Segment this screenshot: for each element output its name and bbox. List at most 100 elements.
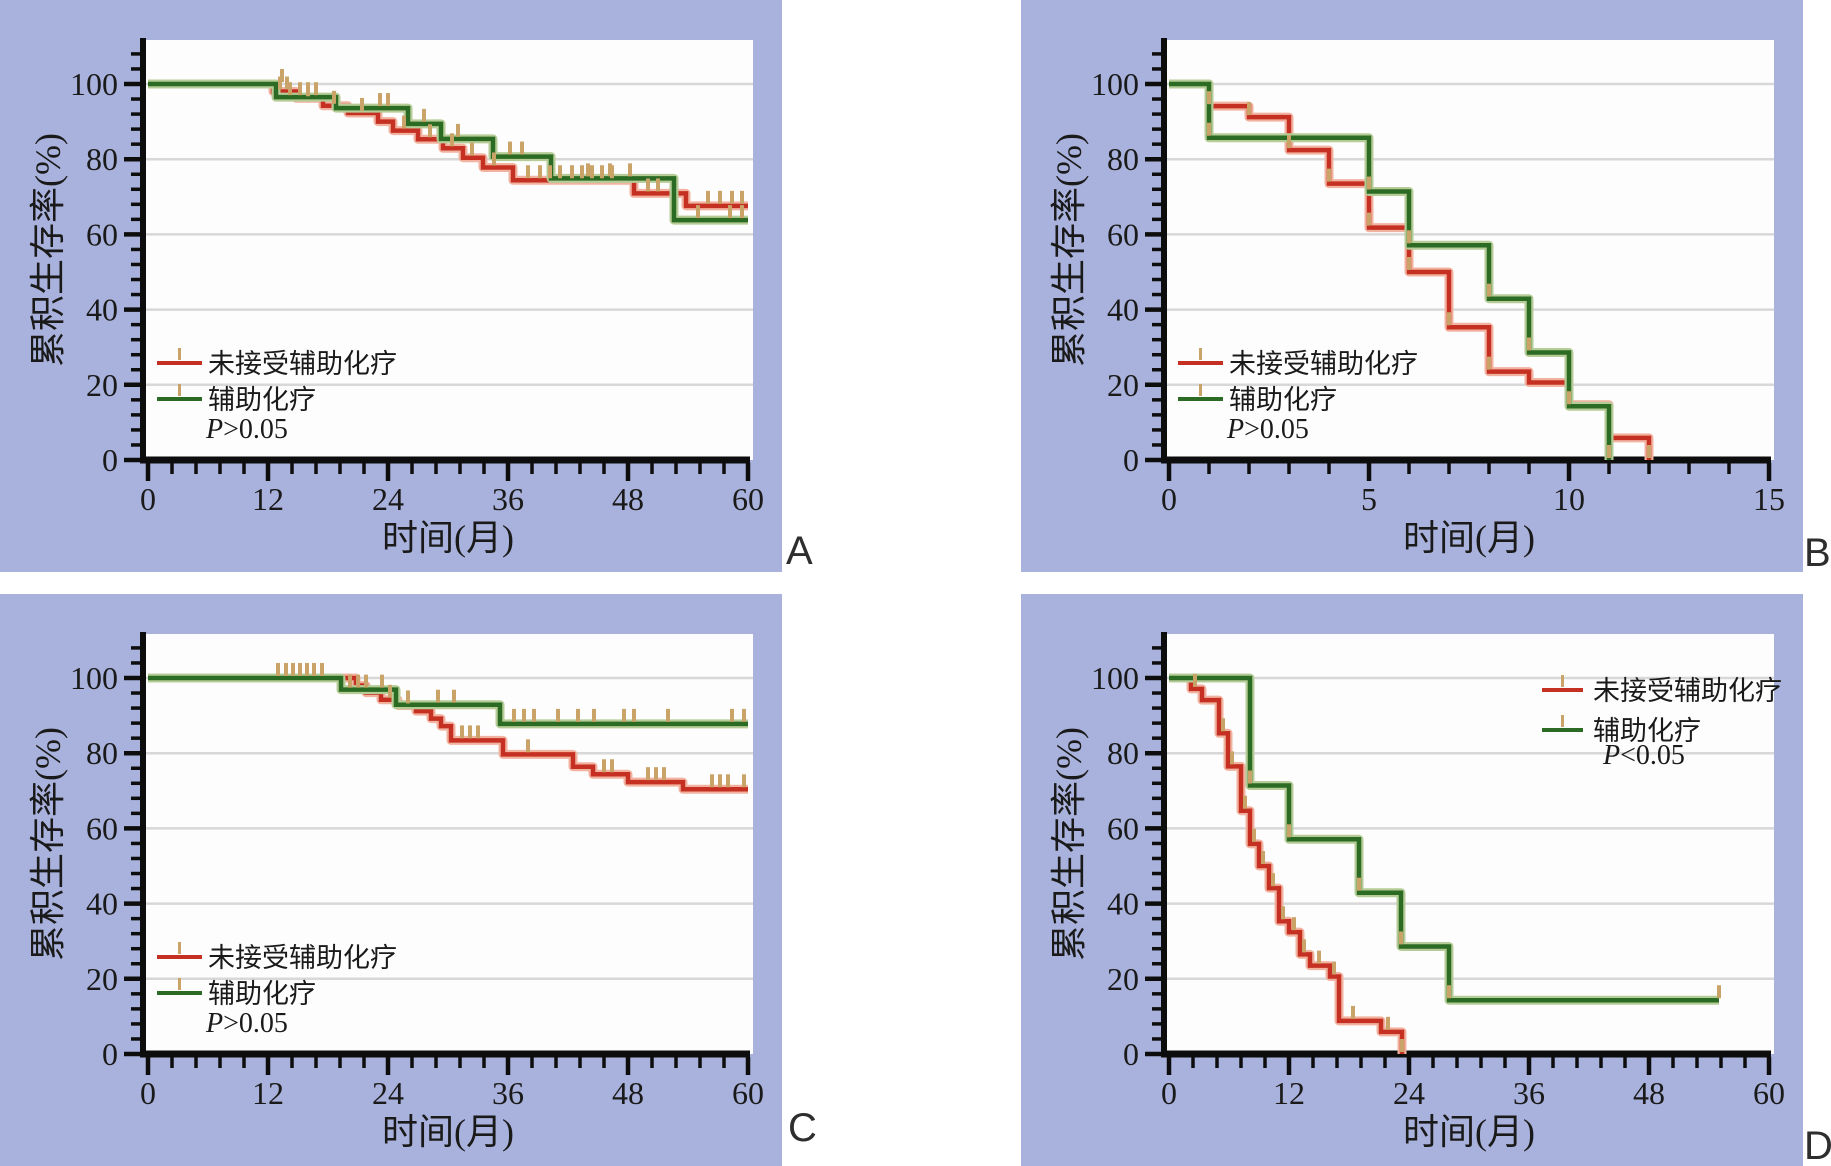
y-axis: 0 20 40 60 80 100 bbox=[1091, 632, 1167, 1072]
y-tick-label: 100 bbox=[70, 66, 118, 102]
x-tick-label: 12 bbox=[252, 481, 284, 517]
km-chart-b: 0 20 40 60 80 100 0 5 10 15 累积生存率(%) 时间(月) 未接受辅助化疗辅助… bbox=[1021, 0, 1803, 572]
x-tick-label: 60 bbox=[1753, 1075, 1785, 1111]
x-tick-label: 48 bbox=[612, 481, 644, 517]
y-axis-title: 累积生存率(%) bbox=[28, 133, 68, 367]
y-tick-label: 100 bbox=[70, 660, 118, 696]
y-tick-label: 80 bbox=[1107, 735, 1139, 771]
y-axis: 0 20 40 60 80 100 bbox=[1091, 38, 1167, 478]
y-axis: 0 20 40 60 80 100 bbox=[70, 38, 146, 478]
p-value-annotation: P>0.05 bbox=[205, 1008, 288, 1039]
panel-label-d: D bbox=[1804, 1124, 1831, 1166]
plot-area bbox=[145, 40, 753, 460]
x-axis: 0 12 24 36 48 60 bbox=[1161, 1050, 1785, 1111]
x-axis: 0 12 24 36 48 60 bbox=[140, 456, 764, 517]
y-tick-label: 80 bbox=[86, 735, 118, 771]
km-chart-c: 0 20 40 60 80 100 0 12 24 36 48 60 累积生存率(%) 时间(月) 未接受辅… bbox=[0, 594, 782, 1166]
censor-marks bbox=[1193, 673, 1721, 1052]
x-axis-title: 时间(月) bbox=[1403, 518, 1535, 558]
y-tick-label: 60 bbox=[1107, 216, 1139, 252]
x-tick-label: 0 bbox=[140, 1075, 156, 1111]
y-tick-label: 40 bbox=[1107, 886, 1139, 922]
x-tick-label: 0 bbox=[1161, 1075, 1177, 1111]
x-tick-label: 24 bbox=[1393, 1075, 1425, 1111]
x-tick-label: 48 bbox=[612, 1075, 644, 1111]
x-tick-label: 36 bbox=[492, 1075, 524, 1111]
x-tick-label: 24 bbox=[372, 481, 404, 517]
series-no-chemo-line bbox=[1169, 673, 1407, 1054]
y-tick-label: 20 bbox=[86, 367, 118, 403]
x-axis: 0 5 10 15 bbox=[1161, 456, 1785, 517]
legend-label-no-chemo: 未接受辅助化疗 bbox=[208, 349, 397, 379]
km-chart-d: 0 20 40 60 80 100 0 12 24 36 48 60 累积生存率(%) 时间(月) 未接受辅… bbox=[1021, 594, 1803, 1166]
p-value-annotation: P>0.05 bbox=[1226, 414, 1309, 445]
legend-label-chemo: 辅助化疗 bbox=[1229, 385, 1337, 415]
x-tick-label: 10 bbox=[1553, 481, 1585, 517]
panel-label-a: A bbox=[786, 529, 813, 573]
gridlines bbox=[1166, 82, 1774, 387]
x-tick-label: 36 bbox=[1513, 1075, 1545, 1111]
legend-label-chemo: 辅助化疗 bbox=[208, 979, 316, 1009]
y-tick-label: 20 bbox=[1107, 367, 1139, 403]
panel-b: 0 20 40 60 80 100 0 5 10 15 累积生存率(%) 时间(月) 未接受辅助化疗 辅助… bbox=[1021, 0, 1803, 572]
y-tick-label: 0 bbox=[1123, 1036, 1139, 1072]
panel-c: 0 20 40 60 80 100 0 12 24 36 48 60 累积生存率(%) 时间(月) 未接受辅… bbox=[0, 594, 782, 1166]
legend-label-chemo: 辅助化疗 bbox=[208, 385, 316, 415]
censor-marks bbox=[276, 663, 746, 788]
x-tick-label: 15 bbox=[1753, 481, 1785, 517]
censor-marks bbox=[278, 69, 744, 219]
censor-marks bbox=[1207, 91, 1651, 458]
y-axis-title: 累积生存率(%) bbox=[28, 727, 68, 961]
panel-label-b: B bbox=[1804, 531, 1831, 575]
gridlines bbox=[1166, 676, 1774, 981]
legend-label-no-chemo: 未接受辅助化疗 bbox=[1229, 349, 1418, 379]
y-tick-label: 60 bbox=[1107, 810, 1139, 846]
x-axis-title: 时间(月) bbox=[382, 1112, 514, 1152]
y-tick-label: 40 bbox=[86, 886, 118, 922]
y-tick-label: 40 bbox=[86, 292, 118, 328]
x-tick-label: 48 bbox=[1633, 1075, 1665, 1111]
plot-area bbox=[1166, 634, 1774, 1054]
series-chemo-line bbox=[1169, 673, 1719, 1005]
y-axis-title: 累积生存率(%) bbox=[1049, 133, 1089, 367]
series-chemo-line bbox=[148, 79, 748, 225]
x-axis: 0 12 24 36 48 60 bbox=[140, 1050, 764, 1111]
series-chemo-line bbox=[148, 673, 748, 729]
x-tick-label: 36 bbox=[492, 481, 524, 517]
y-tick-label: 80 bbox=[1107, 141, 1139, 177]
x-tick-label: 0 bbox=[1161, 481, 1177, 517]
series-chemo-line bbox=[1169, 79, 1614, 460]
y-tick-label: 100 bbox=[1091, 660, 1139, 696]
km-chart-a: 0 20 40 60 80 100 0 12 24 36 48 60 累积生存率(%) 时间(月) 未接受辅… bbox=[0, 0, 782, 572]
plot-area bbox=[1166, 40, 1774, 460]
y-tick-label: 60 bbox=[86, 216, 118, 252]
x-axis-title: 时间(月) bbox=[1403, 1112, 1535, 1152]
x-tick-label: 5 bbox=[1361, 481, 1377, 517]
x-tick-label: 60 bbox=[732, 1075, 764, 1111]
y-tick-label: 20 bbox=[1107, 961, 1139, 997]
y-tick-label: 80 bbox=[86, 141, 118, 177]
y-axis-title: 累积生存率(%) bbox=[1049, 727, 1089, 961]
x-tick-label: 60 bbox=[732, 481, 764, 517]
y-tick-label: 100 bbox=[1091, 66, 1139, 102]
panel-label-c: C bbox=[788, 1106, 817, 1150]
y-axis: 0 20 40 60 80 100 bbox=[70, 632, 146, 1072]
y-tick-label: 40 bbox=[1107, 292, 1139, 328]
y-tick-label: 0 bbox=[102, 1036, 118, 1072]
legend-label-chemo: 辅助化疗 bbox=[1593, 716, 1701, 746]
panel-a: 0 20 40 60 80 100 0 12 24 36 48 60 累积生存率(%) 时间(月) 未接受辅… bbox=[0, 0, 782, 572]
x-tick-label: 12 bbox=[252, 1075, 284, 1111]
y-tick-label: 20 bbox=[86, 961, 118, 997]
x-axis-title: 时间(月) bbox=[382, 518, 514, 558]
y-tick-label: 60 bbox=[86, 810, 118, 846]
y-tick-label: 0 bbox=[1123, 442, 1139, 478]
x-tick-label: 24 bbox=[372, 1075, 404, 1111]
panel-d: 0 20 40 60 80 100 0 12 24 36 48 60 累积生存率(%) 时间(月) 未接受辅… bbox=[1021, 594, 1803, 1166]
y-tick-label: 0 bbox=[102, 442, 118, 478]
x-tick-label: 0 bbox=[140, 481, 156, 517]
